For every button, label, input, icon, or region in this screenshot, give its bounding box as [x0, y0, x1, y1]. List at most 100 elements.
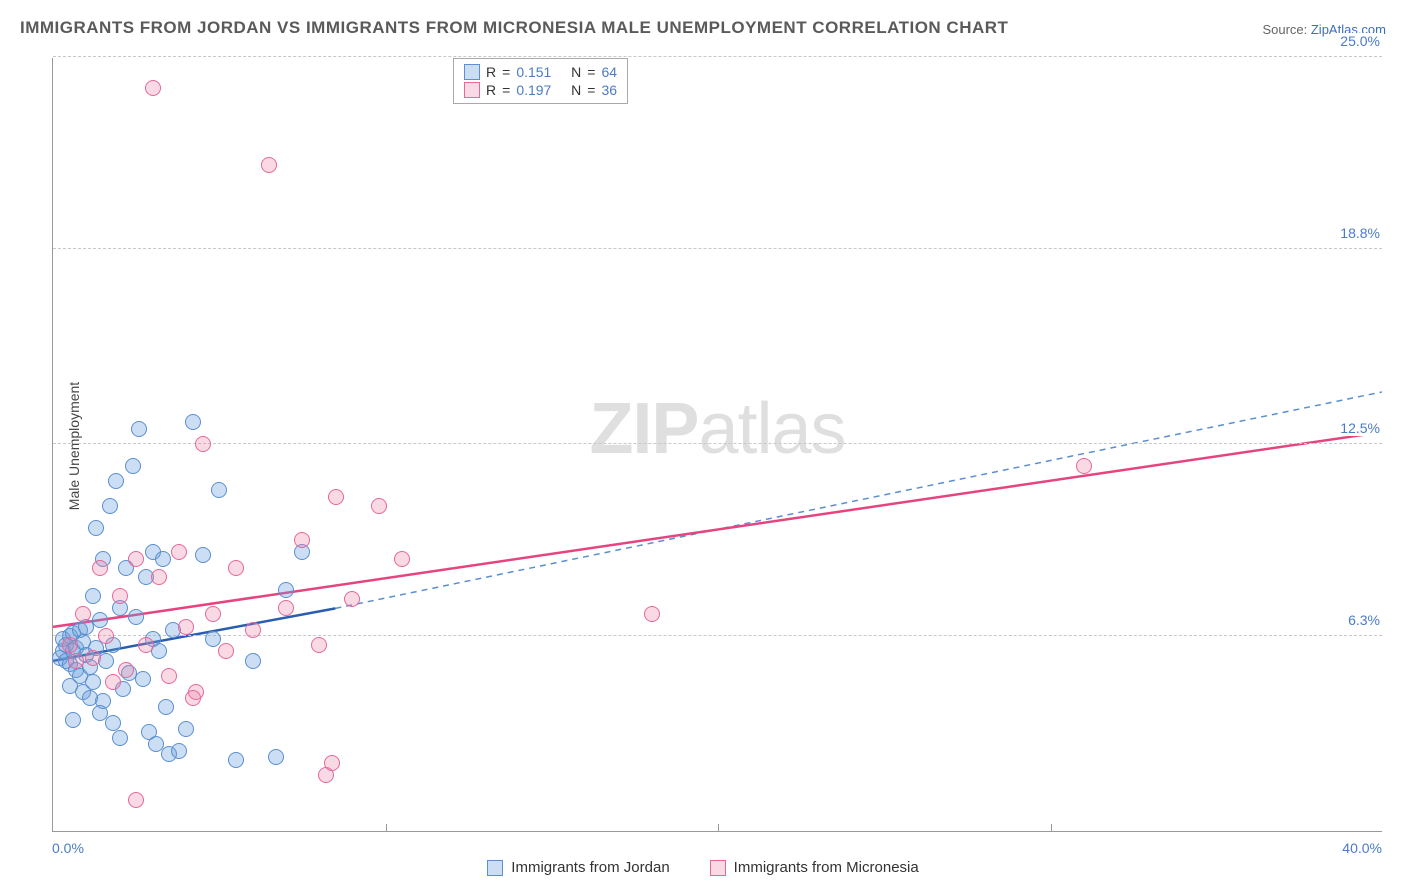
- x-axis-max-label: 40.0%: [1342, 840, 1382, 856]
- watermark: ZIPatlas: [589, 388, 845, 470]
- watermark-bold: ZIP: [589, 389, 698, 469]
- y-tick-label: 18.8%: [1336, 225, 1384, 241]
- scatter-point-jordan: [211, 482, 227, 498]
- gridline: [53, 248, 1382, 249]
- scatter-point-micronesia: [161, 668, 177, 684]
- scatter-point-micronesia: [371, 498, 387, 514]
- scatter-point-micronesia: [151, 569, 167, 585]
- scatter-point-jordan: [82, 690, 98, 706]
- scatter-point-micronesia: [644, 606, 660, 622]
- scatter-plot-area: ZIPatlas R = 0.151 N = 64R = 0.197 N = 3…: [52, 58, 1382, 832]
- legend-r-label: R: [486, 82, 496, 98]
- scatter-point-jordan: [268, 749, 284, 765]
- legend-n-label: N: [571, 64, 581, 80]
- scatter-point-micronesia: [344, 591, 360, 607]
- legend-label: Immigrants from Jordan: [511, 859, 669, 876]
- legend-r-label: R: [486, 64, 496, 80]
- regression-line: [53, 432, 1382, 627]
- scatter-point-jordan: [228, 752, 244, 768]
- chart-title: IMMIGRANTS FROM JORDAN VS IMMIGRANTS FRO…: [20, 18, 1008, 38]
- legend-r-value: 0.151: [516, 64, 551, 80]
- legend-swatch: [464, 64, 480, 80]
- scatter-point-jordan: [125, 458, 141, 474]
- scatter-point-micronesia: [85, 650, 101, 666]
- scatter-point-micronesia: [195, 436, 211, 452]
- scatter-point-micronesia: [138, 637, 154, 653]
- scatter-point-micronesia: [98, 628, 114, 644]
- legend-item-micronesia: Immigrants from Micronesia: [710, 859, 919, 876]
- scatter-point-jordan: [85, 588, 101, 604]
- scatter-point-jordan: [102, 498, 118, 514]
- scatter-point-jordan: [88, 520, 104, 536]
- legend-label: Immigrants from Micronesia: [734, 859, 919, 876]
- scatter-point-micronesia: [278, 600, 294, 616]
- y-tick-label: 25.0%: [1336, 33, 1384, 49]
- scatter-point-jordan: [278, 582, 294, 598]
- x-axis-min-label: 0.0%: [52, 840, 84, 856]
- scatter-point-jordan: [171, 743, 187, 759]
- regression-line: [335, 392, 1382, 608]
- scatter-point-micronesia: [1076, 458, 1092, 474]
- scatter-point-jordan: [178, 721, 194, 737]
- legend-stats-box: R = 0.151 N = 64R = 0.197 N = 36: [453, 58, 628, 104]
- legend-r-value: 0.197: [516, 82, 551, 98]
- scatter-point-jordan: [245, 653, 261, 669]
- legend-swatch: [710, 860, 726, 876]
- scatter-point-micronesia: [105, 674, 121, 690]
- scatter-point-jordan: [92, 612, 108, 628]
- scatter-point-jordan: [112, 730, 128, 746]
- scatter-point-micronesia: [171, 544, 187, 560]
- scatter-point-jordan: [158, 699, 174, 715]
- scatter-point-jordan: [155, 551, 171, 567]
- scatter-point-micronesia: [245, 622, 261, 638]
- y-tick-label: 6.3%: [1344, 612, 1384, 628]
- scatter-point-micronesia: [145, 80, 161, 96]
- scatter-point-micronesia: [294, 532, 310, 548]
- scatter-point-micronesia: [394, 551, 410, 567]
- legend-n-value: 64: [601, 64, 617, 80]
- x-tick-mark: [718, 824, 719, 832]
- scatter-point-jordan: [85, 674, 101, 690]
- scatter-point-micronesia: [68, 653, 84, 669]
- scatter-point-micronesia: [228, 560, 244, 576]
- scatter-point-micronesia: [328, 489, 344, 505]
- legend-n-value: 36: [601, 82, 617, 98]
- scatter-point-jordan: [92, 705, 108, 721]
- scatter-point-micronesia: [92, 560, 108, 576]
- scatter-point-micronesia: [75, 606, 91, 622]
- scatter-point-micronesia: [218, 643, 234, 659]
- regression-lines-svg: [53, 58, 1382, 831]
- scatter-point-micronesia: [311, 637, 327, 653]
- legend-swatch: [464, 82, 480, 98]
- legend-stats-row-jordan: R = 0.151 N = 64: [464, 63, 617, 81]
- scatter-point-jordan: [105, 715, 121, 731]
- scatter-point-jordan: [108, 473, 124, 489]
- scatter-point-jordan: [128, 609, 144, 625]
- scatter-point-micronesia: [261, 157, 277, 173]
- x-tick-mark: [1051, 824, 1052, 832]
- gridline: [53, 443, 1382, 444]
- scatter-point-micronesia: [128, 551, 144, 567]
- scatter-point-jordan: [135, 671, 151, 687]
- scatter-point-micronesia: [118, 662, 134, 678]
- y-tick-label: 12.5%: [1336, 420, 1384, 436]
- scatter-point-micronesia: [324, 755, 340, 771]
- legend-bottom: Immigrants from Jordan Immigrants from Mi…: [0, 859, 1406, 876]
- scatter-point-jordan: [195, 547, 211, 563]
- scatter-point-micronesia: [178, 619, 194, 635]
- source-prefix: Source:: [1262, 22, 1310, 37]
- scatter-point-jordan: [185, 414, 201, 430]
- scatter-point-micronesia: [112, 588, 128, 604]
- watermark-rest: atlas: [698, 389, 845, 469]
- scatter-point-micronesia: [205, 606, 221, 622]
- legend-n-label: N: [571, 82, 581, 98]
- legend-swatch: [487, 860, 503, 876]
- scatter-point-micronesia: [62, 637, 78, 653]
- scatter-point-jordan: [205, 631, 221, 647]
- legend-stats-row-micronesia: R = 0.197 N = 36: [464, 81, 617, 99]
- x-tick-mark: [386, 824, 387, 832]
- scatter-point-micronesia: [185, 690, 201, 706]
- scatter-point-micronesia: [128, 792, 144, 808]
- legend-item-jordan: Immigrants from Jordan: [487, 859, 669, 876]
- scatter-point-jordan: [65, 712, 81, 728]
